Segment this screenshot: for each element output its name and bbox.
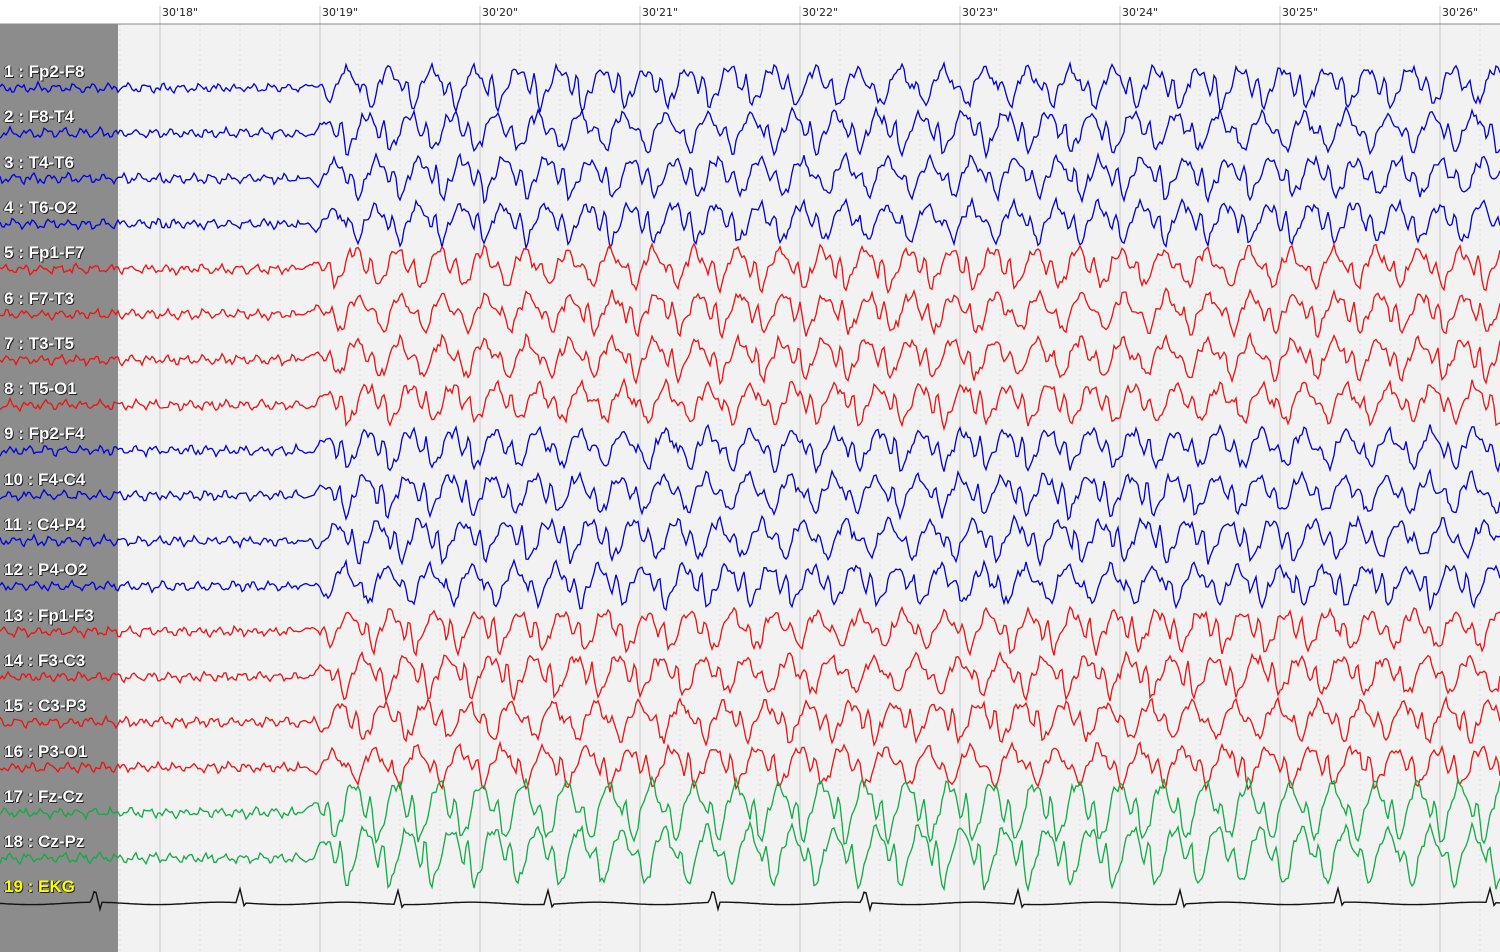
traces — [0, 60, 1500, 913]
time-label: 30'24" — [1122, 6, 1159, 19]
time-ruler: 30'18" 30'19" 30'20" 30'21" 30'22" 30'23" 30'2… — [0, 0, 1500, 24]
channel-label[interactable]: 4 : T6-O2 — [4, 197, 77, 217]
channel-label[interactable]: 17 : Fz-Cz — [4, 786, 84, 806]
eeg-trace-channel-6 — [0, 287, 1500, 340]
channel-label[interactable]: 9 : Fp2-F4 — [4, 424, 85, 444]
eeg-trace-channel-5 — [0, 241, 1500, 295]
eeg-trace-channel-8 — [0, 377, 1500, 432]
eeg-trace-channel-14 — [0, 650, 1500, 702]
time-label: 30'18" — [162, 6, 199, 19]
channel-label[interactable]: 5 : Fp1-F7 — [4, 243, 85, 263]
channel-label[interactable]: 19 : EKG — [4, 877, 75, 897]
channel-label[interactable]: 10 : F4-C4 — [4, 469, 86, 489]
time-label: 30'22" — [802, 6, 839, 19]
time-label: 30'19" — [322, 6, 359, 19]
eeg-trace-channel-17 — [0, 775, 1500, 846]
time-label: 30'20" — [482, 6, 519, 19]
channel-label[interactable]: 12 : P4-O2 — [4, 560, 88, 580]
eeg-trace-channel-4 — [0, 196, 1500, 251]
eeg-trace-channel-10 — [0, 468, 1500, 522]
channel-label[interactable]: 8 : T5-O1 — [4, 379, 77, 399]
channel-label[interactable]: 3 : T4-T6 — [4, 152, 74, 172]
grid — [0, 6, 1500, 952]
channel-label[interactable]: 6 : F7-T3 — [4, 288, 74, 308]
eeg-trace-channel-9 — [0, 423, 1500, 475]
eeg-trace-channel-3 — [0, 151, 1500, 205]
eeg-trace-channel-16 — [0, 740, 1500, 793]
eeg-trace-channel-7 — [0, 331, 1500, 386]
channel-label[interactable]: 16 : P3-O1 — [4, 741, 88, 761]
eeg-trace-channel-2 — [0, 105, 1500, 160]
channel-label[interactable]: 7 : T3-T5 — [4, 333, 74, 353]
channel-label[interactable]: 15 : C3-P3 — [4, 696, 87, 716]
channel-panel-overlay — [0, 24, 118, 952]
channel-label[interactable]: 14 : F3-C3 — [4, 650, 86, 670]
trace-area[interactable] — [118, 24, 1500, 952]
eeg-trace-channel-19 — [0, 885, 1500, 913]
time-label: 30'21" — [642, 6, 679, 19]
channel-label[interactable]: 1 : Fp2-F8 — [4, 62, 85, 81]
time-label: 30'26" — [1442, 6, 1479, 19]
eeg-trace-channel-1 — [0, 60, 1500, 114]
eeg-trace-channel-11 — [0, 514, 1500, 567]
time-label: 30'25" — [1282, 6, 1319, 19]
channel-label[interactable]: 13 : Fp1-F3 — [4, 605, 94, 625]
eeg-trace-channel-13 — [0, 605, 1500, 657]
channel-label[interactable]: 2 : F8-T4 — [4, 107, 74, 127]
time-label: 30'23" — [962, 6, 999, 19]
eeg-trace-channel-12 — [0, 558, 1500, 612]
channel-label[interactable]: 11 : C4-P4 — [4, 515, 86, 534]
channel-label[interactable]: 18 : Cz-Pz — [4, 832, 85, 852]
eeg-trace-channel-18 — [0, 820, 1500, 893]
eeg-trace-channel-15 — [0, 695, 1500, 748]
